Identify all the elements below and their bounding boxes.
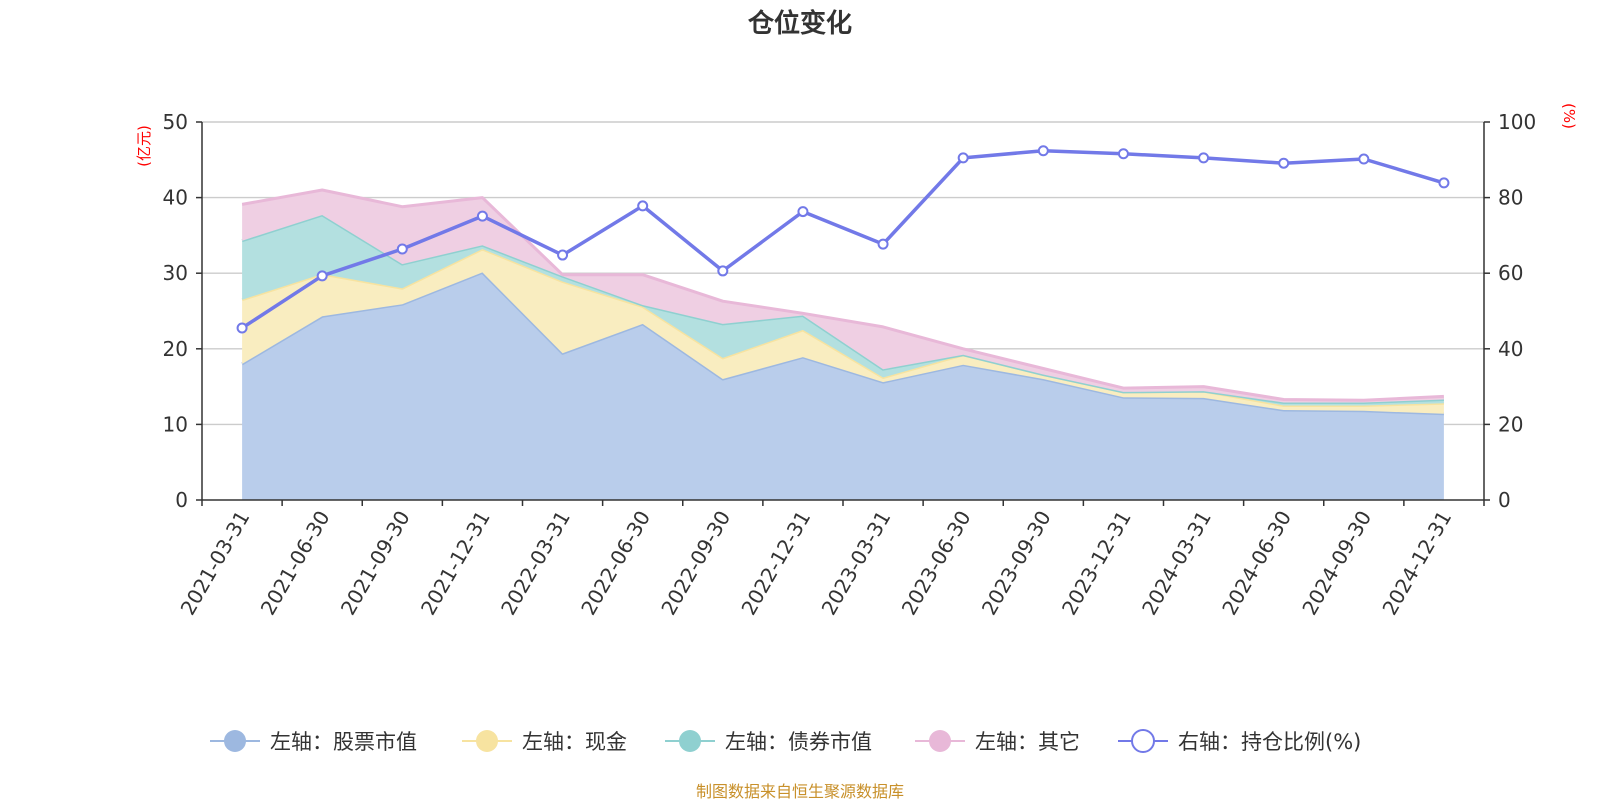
ratio-line-path	[241, 148, 1445, 330]
legend-label-2: 左轴：现金	[522, 730, 627, 754]
x-tick-label: 2022-09-30	[656, 507, 735, 620]
x-tick-label: 2022-03-31	[496, 507, 575, 620]
x-tick-label: 2024-06-30	[1217, 507, 1296, 620]
x-tick-label: 2023-06-30	[897, 507, 976, 620]
ratio-point	[957, 152, 969, 164]
ratio-point	[1358, 153, 1370, 165]
right-tick-label: 100	[1498, 110, 1536, 134]
ratio-point	[1438, 177, 1450, 189]
left-tick-label: 0	[175, 488, 188, 512]
legend-label-1: 左轴：股票市值	[270, 730, 417, 754]
x-tick-label: 2022-12-31	[736, 507, 815, 620]
left-axis-unit: (亿元)	[135, 125, 153, 167]
ratio-line	[236, 145, 1450, 334]
right-tick-label: 40	[1498, 337, 1523, 361]
left-tick-label: 50	[163, 110, 188, 134]
x-tick-label: 2024-12-31	[1377, 507, 1456, 620]
right-tick-label: 60	[1498, 261, 1523, 285]
ratio-point	[1117, 148, 1129, 160]
stacked-areas	[241, 188, 1444, 500]
x-tick-label: 2024-03-31	[1137, 507, 1216, 620]
ratio-point	[877, 238, 889, 250]
ratio-point	[236, 322, 248, 334]
area-edge-series-4	[241, 188, 1444, 402]
source-note: 制图数据来自恒生聚源数据库	[696, 782, 904, 800]
area-series-4	[242, 190, 1444, 403]
x-tick-label: 2023-03-31	[816, 507, 895, 620]
ratio-point	[1198, 152, 1210, 164]
area-series-2	[242, 249, 1444, 414]
legend-label-4: 左轴：其它	[975, 730, 1080, 754]
left-tick-label: 30	[163, 261, 188, 285]
left-tick-label: 10	[163, 412, 188, 436]
x-tick-label: 2021-09-30	[336, 507, 415, 620]
legend-marker-4	[929, 730, 951, 752]
legend: 左轴：股票市值 左轴：现金 左轴：债券市值 左轴：其它 右轴：持仓比例(%)	[210, 729, 1361, 754]
x-tick-label: 2023-09-30	[977, 507, 1056, 620]
ratio-point	[557, 249, 569, 261]
left-tick-label: 40	[163, 186, 188, 210]
legend-marker-2	[476, 730, 498, 752]
ratio-point	[396, 243, 408, 255]
right-tick-label: 0	[1498, 488, 1511, 512]
right-axis-unit: (%)	[1560, 103, 1578, 129]
right-tick-label: 20	[1498, 412, 1523, 436]
ratio-point	[637, 200, 649, 212]
legend-marker-1	[224, 730, 246, 752]
chart-title: 仓位变化	[747, 8, 852, 39]
x-tick-label: 2024-09-30	[1297, 507, 1376, 620]
right-tick-label: 80	[1498, 186, 1523, 210]
x-tick-label: 2021-06-30	[256, 507, 335, 620]
x-tick-label: 2022-06-30	[576, 507, 655, 620]
legend-label-3: 左轴：债券市值	[725, 730, 872, 754]
ratio-point	[1037, 145, 1049, 157]
x-tick-label: 2021-12-31	[416, 507, 495, 620]
ratio-point	[797, 206, 809, 218]
legend-label-5: 右轴：持仓比例(%)	[1178, 730, 1361, 754]
x-tick-label: 2023-12-31	[1057, 507, 1136, 620]
ratio-point	[717, 265, 729, 277]
area-series-1	[242, 272, 1444, 500]
ratio-point	[316, 270, 328, 282]
ratio-point	[476, 210, 488, 222]
legend-marker-3	[679, 730, 701, 752]
ratio-point	[1278, 157, 1290, 169]
legend-marker-5	[1131, 729, 1155, 753]
x-tick-label: 2021-03-31	[175, 507, 254, 620]
left-tick-label: 20	[163, 337, 188, 361]
